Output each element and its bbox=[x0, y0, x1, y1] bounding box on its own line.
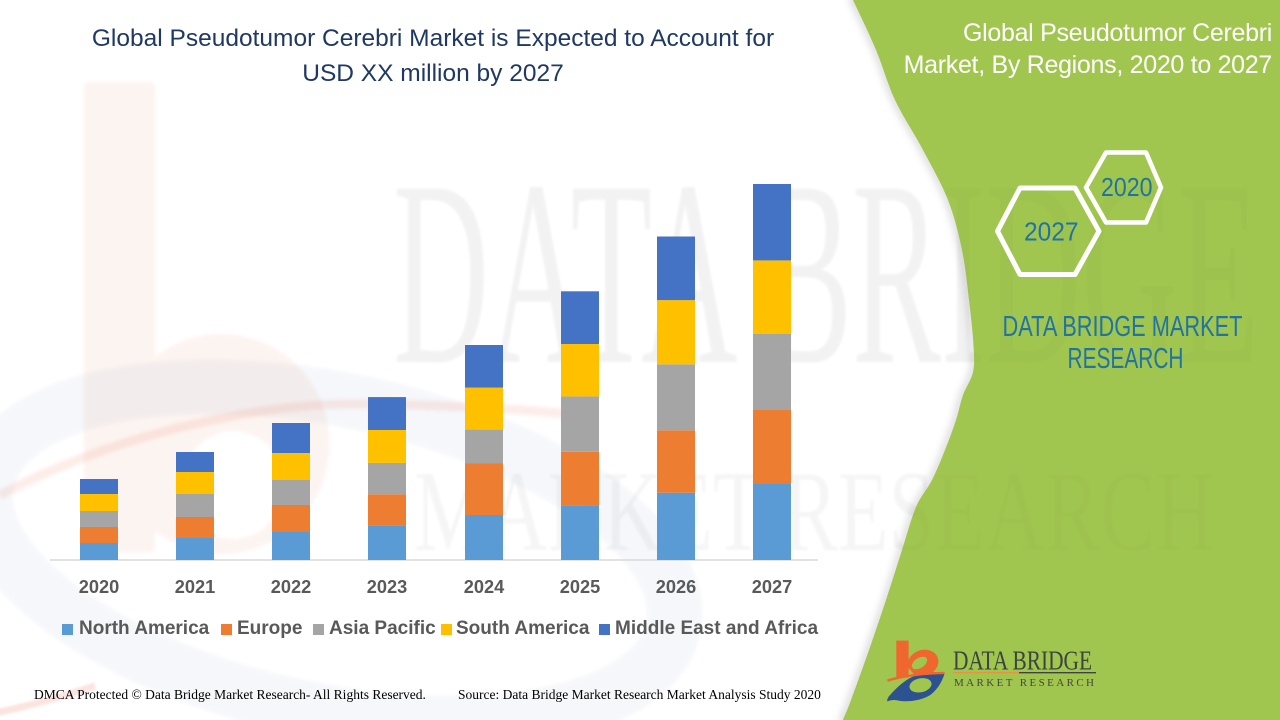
svg-text:DATA BRIDGE: DATA BRIDGE bbox=[953, 646, 1092, 676]
svg-text:2027: 2027 bbox=[1024, 217, 1079, 247]
svg-text:2020: 2020 bbox=[1101, 172, 1153, 202]
svg-text:MARKET RESEARCH: MARKET RESEARCH bbox=[954, 677, 1094, 689]
svg-text:RESEARCH: RESEARCH bbox=[1068, 343, 1184, 375]
svg-text:DATA BRIDGE MARKET: DATA BRIDGE MARKET bbox=[1003, 311, 1243, 343]
